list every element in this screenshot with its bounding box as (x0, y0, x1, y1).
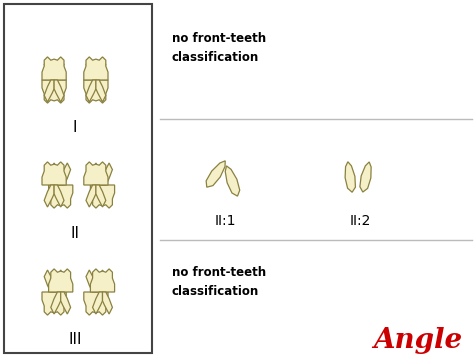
Polygon shape (44, 270, 54, 292)
Polygon shape (84, 80, 108, 103)
Polygon shape (44, 58, 54, 80)
Text: II:2: II:2 (349, 214, 371, 228)
Polygon shape (96, 80, 106, 102)
Polygon shape (91, 185, 115, 208)
Polygon shape (54, 185, 64, 207)
Polygon shape (91, 269, 115, 292)
Polygon shape (102, 292, 112, 314)
Polygon shape (84, 292, 108, 315)
Polygon shape (49, 185, 73, 208)
Polygon shape (360, 162, 371, 192)
Polygon shape (51, 163, 61, 185)
Polygon shape (44, 185, 54, 207)
Polygon shape (96, 270, 106, 292)
Polygon shape (102, 163, 112, 185)
Polygon shape (86, 58, 96, 80)
Polygon shape (86, 80, 96, 102)
Polygon shape (42, 292, 66, 315)
Polygon shape (54, 270, 64, 292)
Polygon shape (84, 57, 108, 80)
FancyBboxPatch shape (4, 4, 152, 353)
Polygon shape (51, 292, 61, 314)
Polygon shape (61, 163, 71, 185)
Text: Angle: Angle (373, 327, 462, 355)
Polygon shape (42, 57, 66, 80)
Polygon shape (86, 270, 96, 292)
Polygon shape (206, 161, 225, 187)
Polygon shape (42, 80, 66, 103)
Polygon shape (42, 162, 66, 185)
Polygon shape (84, 162, 108, 185)
Polygon shape (54, 80, 64, 102)
Polygon shape (54, 58, 64, 80)
Polygon shape (92, 163, 102, 185)
Polygon shape (44, 80, 54, 102)
Text: III: III (68, 332, 82, 347)
Text: no front-teeth
classification: no front-teeth classification (172, 32, 266, 64)
Polygon shape (86, 185, 96, 207)
Text: I: I (73, 121, 77, 136)
Text: II:1: II:1 (214, 214, 236, 228)
Polygon shape (96, 58, 106, 80)
Polygon shape (61, 292, 71, 314)
Polygon shape (92, 292, 102, 314)
Polygon shape (49, 269, 73, 292)
Polygon shape (225, 166, 240, 196)
Text: no front-teeth
classification: no front-teeth classification (172, 266, 266, 298)
Text: II: II (71, 226, 80, 241)
Polygon shape (96, 185, 106, 207)
Polygon shape (345, 162, 356, 192)
